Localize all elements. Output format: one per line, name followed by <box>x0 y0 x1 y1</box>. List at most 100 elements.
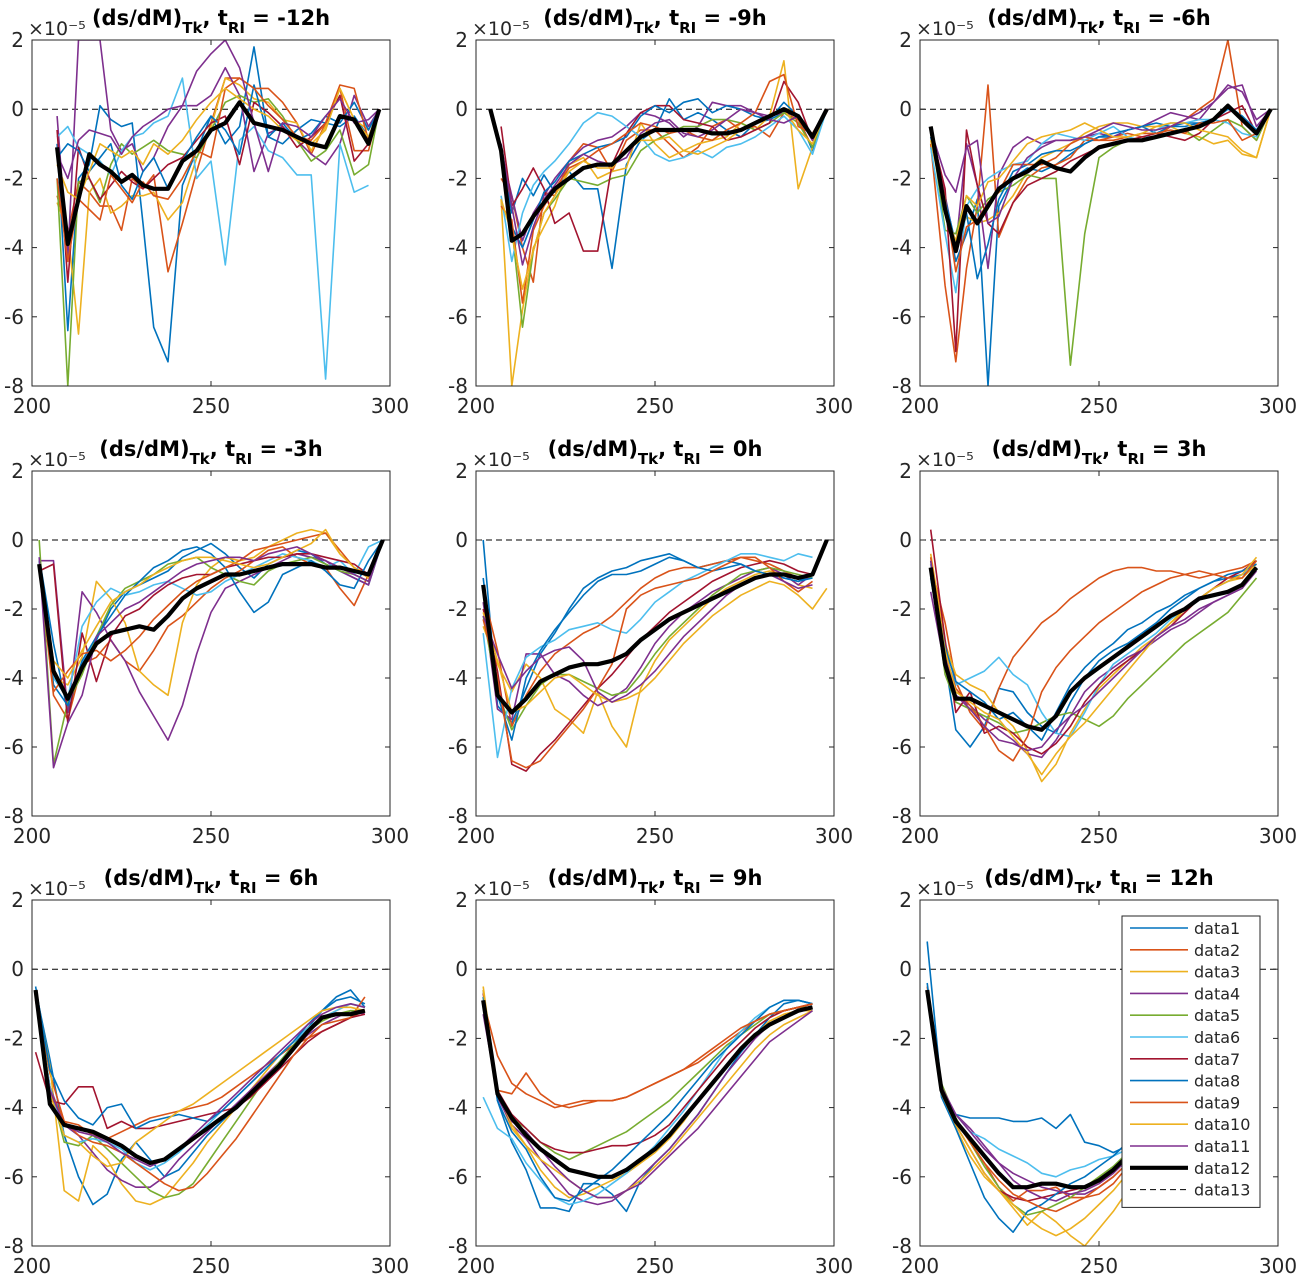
y-tick-label: -6 <box>892 735 912 759</box>
title-subscript: RI <box>679 19 696 37</box>
title-mid: , t <box>1102 437 1127 461</box>
y-tick-label: 0 <box>455 957 468 981</box>
title-mid: , t <box>1095 866 1120 890</box>
x-tick-label: 250 <box>636 1254 674 1278</box>
series-line-data9 <box>482 1003 813 1109</box>
series-line-data11 <box>56 40 380 180</box>
title-subscript: RI <box>228 19 245 37</box>
y-tick-label: -6 <box>892 1165 912 1189</box>
series-line-data11 <box>38 539 384 769</box>
mean-line-data12 <box>928 566 1259 732</box>
y-tick-label: 2 <box>899 28 912 52</box>
subplot-title: (ds/dM)Tk, tRI = 6h <box>104 866 319 897</box>
series-line-data9 <box>500 73 828 304</box>
series-line-data4 <box>56 40 380 259</box>
title-subscript: RI <box>683 450 700 468</box>
title-subscript: Tk <box>1078 19 1099 37</box>
legend-label: data10 <box>1194 1115 1250 1134</box>
series-line-data10 <box>34 993 366 1168</box>
x-tick-label: 200 <box>901 394 939 418</box>
x-tick-label: 200 <box>13 824 51 848</box>
y-tick-label: -4 <box>892 236 912 260</box>
series-line-data11 <box>929 84 1272 225</box>
legend-label: data2 <box>1194 941 1240 960</box>
y-tick-label: -2 <box>448 166 468 190</box>
y-tick-label: -4 <box>892 666 912 690</box>
title-subscript: Tk <box>182 19 203 37</box>
series-line-data4 <box>34 996 366 1188</box>
y-tick-label: 0 <box>455 97 468 121</box>
x-tick-label: 250 <box>1080 394 1118 418</box>
series-line-data9 <box>482 556 813 769</box>
y-tick-label: -4 <box>4 236 24 260</box>
x-tick-label: 300 <box>1259 824 1297 848</box>
series-line-data4 <box>482 1000 813 1206</box>
y-tick-label: -8 <box>4 374 24 398</box>
series-line-data3 <box>482 570 813 748</box>
y-tick-label: -4 <box>448 1096 468 1120</box>
title-subscript: Tk <box>1075 879 1096 897</box>
x-tick-label: 300 <box>371 394 409 418</box>
y-tick-label: -6 <box>4 305 24 329</box>
y-tick-label: 2 <box>11 459 24 483</box>
legend-label: data9 <box>1194 1093 1240 1112</box>
y-tick-label: -8 <box>448 804 468 828</box>
title-main: (ds/dM) <box>987 6 1077 30</box>
subplot-title: (ds/dM)Tk, tRI = 9h <box>548 866 763 897</box>
y-tick-label: -2 <box>892 1026 912 1050</box>
title-mid: , t <box>658 866 683 890</box>
x-tick-label: 250 <box>636 394 674 418</box>
series-line-data5 <box>929 570 1258 734</box>
title-end: = 0h <box>701 437 763 461</box>
y-exponent-label: ×10⁻⁵ <box>28 449 86 471</box>
y-tick-label: -4 <box>448 236 468 260</box>
title-end: = -9h <box>696 6 767 30</box>
x-tick-label: 300 <box>815 394 853 418</box>
y-exponent-label: ×10⁻⁵ <box>472 449 530 471</box>
x-tick-label: 200 <box>13 1254 51 1278</box>
plot-area <box>476 900 834 1246</box>
title-main: (ds/dM) <box>548 437 638 461</box>
y-tick-label: 0 <box>899 528 912 552</box>
title-main: (ds/dM) <box>99 437 189 461</box>
subplot-title: (ds/dM)Tk, tRI = -6h <box>987 6 1211 37</box>
x-tick-label: 300 <box>371 824 409 848</box>
series-line-data7 <box>482 993 813 1154</box>
title-mid: , t <box>654 6 679 30</box>
y-tick-label: -8 <box>892 374 912 398</box>
legend: data1 data2 data3 data4 data5 data6 data7 data8… <box>1121 915 1261 1208</box>
plot-lines <box>32 528 390 769</box>
plot-area <box>32 900 390 1246</box>
title-subscript: Tk <box>638 450 659 468</box>
legend-label: data5 <box>1194 1006 1240 1025</box>
title-main: (ds/dM) <box>992 437 1082 461</box>
series-line-data4 <box>929 570 1258 759</box>
title-end: = -12h <box>245 6 330 30</box>
title-mid: , t <box>658 437 683 461</box>
x-tick-label: 300 <box>1259 1254 1297 1278</box>
plot-lines <box>476 60 834 386</box>
y-tick-label: 2 <box>899 459 912 483</box>
legend-label: data1 <box>1194 919 1240 938</box>
x-tick-label: 200 <box>457 394 495 418</box>
mean-line-data12 <box>928 103 1273 254</box>
x-tick-label: 200 <box>901 824 939 848</box>
subplot-title: (ds/dM)Tk, tRI = 12h <box>984 866 1213 897</box>
title-subscript: RI <box>1127 450 1144 468</box>
x-tick-label: 300 <box>371 1254 409 1278</box>
y-tick-label: 0 <box>455 528 468 552</box>
title-subscript: RI <box>1120 879 1137 897</box>
series-line-data8 <box>482 556 813 741</box>
x-tick-label: 250 <box>192 1254 230 1278</box>
series-line-data5 <box>929 108 1272 366</box>
y-tick-label: -8 <box>448 374 468 398</box>
y-tick-label: 0 <box>899 957 912 981</box>
series-line-data10 <box>56 87 381 200</box>
series-line-data9 <box>34 996 366 1192</box>
legend-label: data7 <box>1194 1050 1240 1069</box>
y-tick-label: -8 <box>4 804 24 828</box>
